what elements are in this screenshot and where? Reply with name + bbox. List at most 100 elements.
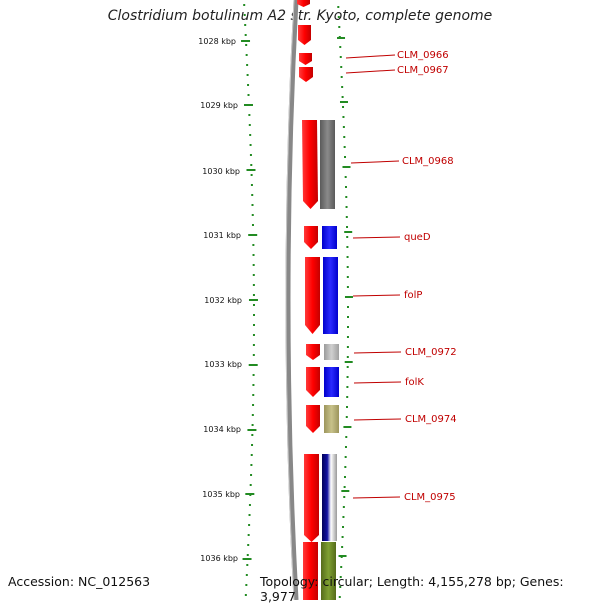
outer-ruler-dot — [346, 366, 349, 368]
gene-track — [297, 0, 320, 600]
outer-ruler-dot — [339, 576, 342, 578]
gene-label[interactable]: CLM_0967 — [397, 65, 449, 76]
gene-label[interactable]: CLM_0966 — [397, 50, 449, 61]
ruler-dot — [247, 534, 250, 536]
outer-ruler-dot — [344, 186, 347, 188]
outer-ruler-dot — [345, 216, 348, 218]
ruler-dot — [249, 484, 252, 486]
outer-ruler-dot — [346, 336, 349, 338]
cds-block[interactable] — [324, 367, 339, 397]
outer-ruler-dot — [346, 386, 349, 388]
outer-ruler-dot — [346, 326, 349, 328]
ruler-dot — [246, 564, 249, 566]
ruler-dot — [247, 84, 250, 86]
tick-labels: 1028 kbp 1029 kbp 1030 kbp 1031 kbp 1032… — [198, 37, 242, 563]
cds-block[interactable] — [320, 120, 335, 209]
outer-ruler-dot — [341, 96, 344, 98]
cds-block[interactable] — [324, 344, 339, 360]
ruler-dot — [248, 514, 251, 516]
gene-arrow[interactable] — [299, 67, 313, 82]
outer-ruler-dot — [343, 476, 346, 478]
ruler-dot — [252, 384, 255, 386]
outer-ruler-dot — [342, 126, 345, 128]
ruler-dot — [247, 544, 250, 546]
ruler-dot — [248, 524, 251, 526]
gene-arrow[interactable] — [305, 257, 320, 334]
gene-label[interactable]: folK — [405, 377, 424, 388]
outer-ruler-dot — [346, 256, 349, 258]
gene-label[interactable]: CLM_0968 — [402, 156, 454, 167]
ruler-dot — [250, 464, 253, 466]
cds-block[interactable] — [321, 542, 336, 600]
ruler-dot — [252, 274, 255, 276]
ruler-major-tick — [246, 169, 256, 171]
outer-ruler-dot — [346, 376, 349, 378]
ruler-dot — [244, 34, 247, 36]
outer-ruler-dot — [346, 356, 349, 358]
outer-ruler — [337, 6, 353, 598]
gene-label[interactable]: CLM_0975 — [404, 492, 456, 503]
gene-label[interactable]: CLM_0972 — [405, 347, 457, 358]
outer-ruler-dot — [341, 546, 344, 548]
gene-arrow[interactable] — [306, 344, 320, 360]
cds-block[interactable] — [323, 257, 338, 334]
ruler-dot — [250, 164, 253, 166]
ruler-dot — [246, 74, 249, 76]
outer-ruler-dot — [341, 536, 344, 538]
outer-ruler-dot — [343, 136, 346, 138]
tick-label: 1031 kbp — [203, 231, 241, 240]
tick-label: 1032 kbp — [204, 296, 242, 305]
ruler-dot — [252, 334, 255, 336]
ruler-major-tick — [243, 104, 253, 106]
ruler-dot — [250, 454, 253, 456]
ruler-dot — [252, 394, 255, 396]
ruler-major-tick — [245, 493, 255, 495]
tick-label: 1030 kbp — [202, 167, 240, 176]
gene-arrow[interactable] — [299, 53, 312, 65]
gene-label[interactable]: queD — [404, 232, 431, 243]
gene-arrow[interactable] — [306, 367, 320, 397]
cds-block[interactable] — [322, 226, 337, 249]
gene-arrow[interactable] — [302, 120, 318, 209]
outer-ruler-dot — [345, 196, 348, 198]
gene-label[interactable]: CLM_0974 — [405, 414, 457, 425]
ruler-dot — [248, 504, 251, 506]
outer-ruler-dot — [343, 496, 346, 498]
tick-label: 1033 kbp — [204, 360, 242, 369]
outer-ruler-dot — [342, 106, 345, 108]
gene-arrow[interactable] — [298, 25, 311, 45]
ruler-dot — [251, 194, 254, 196]
gene-arrow[interactable] — [304, 226, 318, 249]
outer-ruler-dot — [346, 286, 349, 288]
outer-ruler-major-tick — [343, 426, 352, 428]
outer-ruler-major-tick — [342, 166, 351, 168]
ruler-dot — [243, 14, 246, 16]
outer-ruler-dot — [345, 206, 348, 208]
ruler-dot — [249, 144, 252, 146]
outer-ruler-dot — [343, 146, 346, 148]
ruler-dot — [250, 184, 253, 186]
gene-arrow[interactable] — [304, 454, 319, 542]
cds-block[interactable] — [322, 454, 337, 541]
cds-block[interactable] — [324, 405, 339, 433]
gene-arrow[interactable] — [303, 542, 318, 600]
outer-ruler-dot — [337, 16, 340, 18]
ruler-dot — [252, 374, 255, 376]
gene-arrow[interactable] — [306, 405, 320, 433]
ruler-dot — [252, 244, 255, 246]
outer-ruler-dot — [342, 526, 345, 528]
ruler-dot — [251, 214, 254, 216]
gene-arrow[interactable] — [297, 0, 310, 7]
outer-ruler-dot — [343, 486, 346, 488]
outer-ruler-dot — [346, 266, 349, 268]
ruler-dot — [245, 54, 248, 56]
ruler-dot — [249, 154, 252, 156]
outer-ruler-dot — [347, 316, 349, 318]
ruler-dot — [247, 94, 250, 96]
ruler-dot — [251, 224, 254, 226]
outer-ruler-dot — [338, 26, 341, 28]
gene-label[interactable]: folP — [404, 290, 422, 301]
genome-backbone — [285, 0, 299, 600]
outer-ruler-dot — [342, 516, 345, 518]
